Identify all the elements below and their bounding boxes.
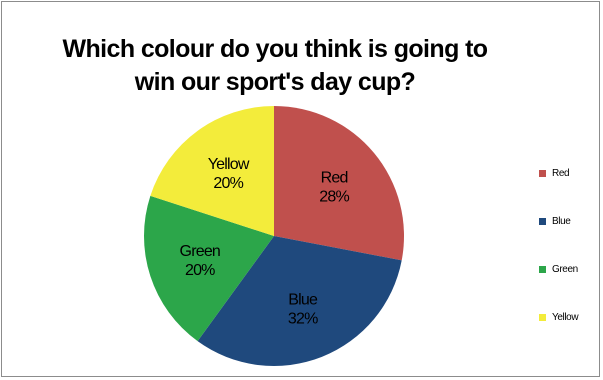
pie-slices <box>143 105 405 366</box>
data-label-blue: Blue 32% <box>288 292 318 328</box>
legend-swatch-yellow <box>539 313 546 321</box>
pie-slice-yellow <box>150 106 274 236</box>
data-label-green: Green 20% <box>180 243 220 279</box>
legend-label: Red <box>552 167 570 179</box>
pie-data-labels: Red 28% Blue 32% Green 20% Yellow 20% <box>180 156 351 328</box>
pie-slice-green <box>143 195 274 342</box>
data-label-red: Red 28% <box>319 169 349 205</box>
legend-label: Green <box>552 263 578 275</box>
data-label-yellow: Yellow 20% <box>208 156 250 192</box>
legend-label: Yellow <box>552 311 579 323</box>
pie-slice-blue <box>197 236 402 366</box>
legend-item-blue: Blue <box>539 214 571 228</box>
legend-item-red: Red <box>539 166 570 180</box>
legend-swatch-red <box>539 169 546 177</box>
legend-item-green: Green <box>539 262 578 276</box>
legend-swatch-green <box>539 265 546 273</box>
legend-swatch-blue <box>539 217 546 225</box>
pie-slice-red <box>274 105 405 261</box>
legend-label: Blue <box>552 215 571 227</box>
legend-item-yellow: Yellow <box>539 310 579 324</box>
chart-title: Which colour do you think is going to wi… <box>62 35 489 96</box>
